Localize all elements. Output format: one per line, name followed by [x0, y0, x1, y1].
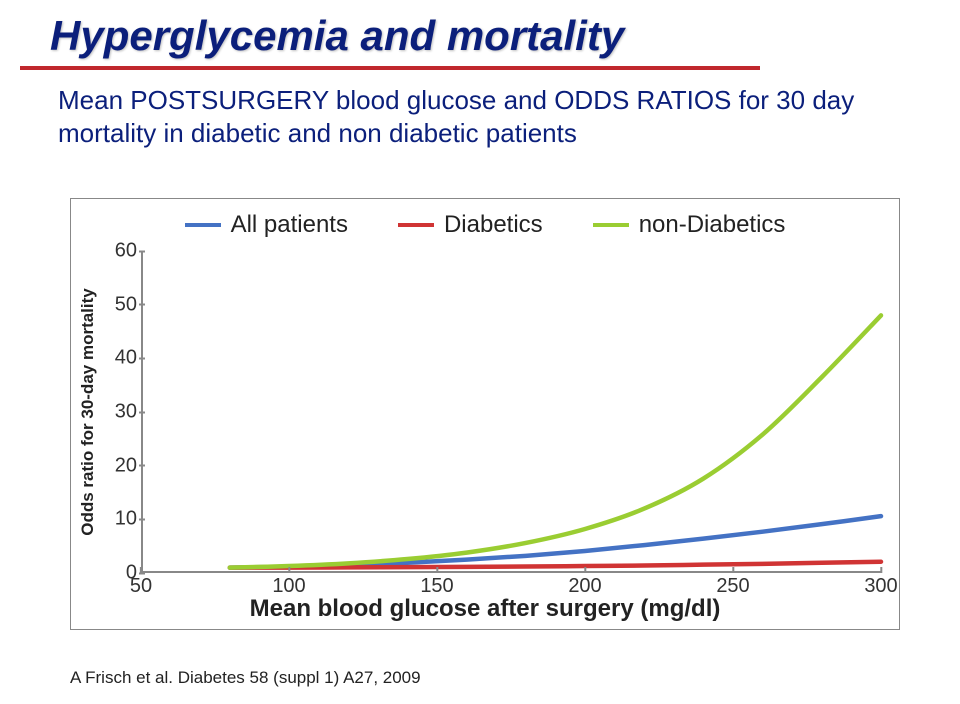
- plot-area: 0102030405060 50100150200250300: [141, 251, 881, 573]
- legend-item: Diabetics: [398, 211, 543, 239]
- chart-lines: [141, 251, 881, 573]
- legend-item: non-Diabetics: [593, 211, 786, 239]
- slide-title: Hyperglycemia and mortality: [0, 0, 960, 66]
- legend-label: Diabetics: [444, 211, 543, 239]
- y-tick: 20: [93, 454, 137, 477]
- slide: Hyperglycemia and mortality Mean POSTSUR…: [0, 0, 960, 704]
- legend-label: non-Diabetics: [639, 211, 786, 239]
- slide-subtitle: Mean POSTSURGERY blood glucose and ODDS …: [0, 70, 960, 149]
- legend-label: All patients: [231, 211, 348, 239]
- x-axis-label: Mean blood glucose after surgery (mg/dl): [71, 595, 899, 623]
- y-tick: 10: [93, 508, 137, 531]
- legend-swatch: [398, 223, 434, 227]
- y-tick: 40: [93, 347, 137, 370]
- chart-legend: All patients Diabetics non-Diabetics: [71, 199, 899, 251]
- legend-swatch: [593, 223, 629, 227]
- legend-swatch: [185, 223, 221, 227]
- citation: A Frisch et al. Diabetes 58 (suppl 1) A2…: [70, 668, 421, 688]
- y-ticks: 0102030405060: [93, 251, 137, 573]
- y-tick: 60: [93, 240, 137, 263]
- y-tick: 50: [93, 293, 137, 316]
- chart-container: All patientsDiabeticsnon-Diabetics Odds …: [70, 198, 900, 630]
- legend-item: All patients: [185, 211, 348, 239]
- series-line: [230, 516, 881, 568]
- y-tick: 30: [93, 401, 137, 424]
